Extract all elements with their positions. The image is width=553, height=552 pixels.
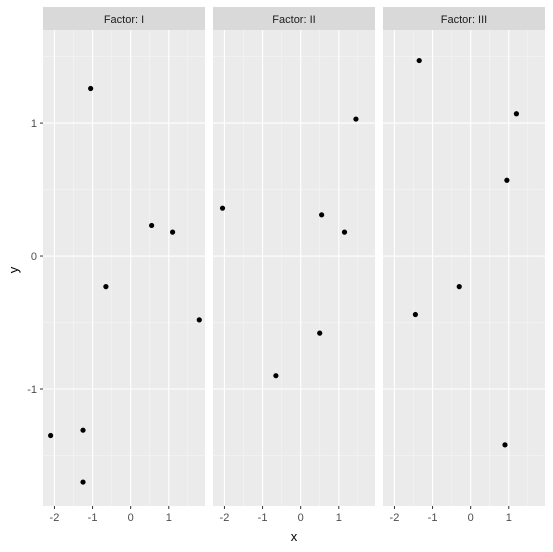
x-tick-label: 1	[506, 512, 512, 524]
data-point	[48, 432, 54, 439]
data-point	[504, 177, 510, 183]
data-point	[317, 330, 323, 336]
data-point	[353, 116, 359, 122]
data-point	[80, 479, 86, 485]
x-tick-label: -2	[390, 512, 400, 524]
data-point	[170, 229, 176, 235]
data-point	[103, 284, 109, 290]
x-tick-label: -1	[428, 512, 438, 524]
facet-strip	[43, 7, 205, 30]
data-point	[416, 57, 422, 64]
y-tick-label: 0	[31, 251, 37, 263]
facet-panel: Factor: II -2 -1 0 1	[213, 7, 375, 524]
y-axis-label: y	[6, 266, 21, 273]
panel-background	[213, 30, 375, 506]
panel-background	[383, 30, 545, 506]
data-point	[341, 229, 348, 235]
data-point	[273, 373, 279, 379]
x-tick-label: 0	[468, 512, 474, 524]
data-point	[80, 427, 86, 433]
facet-panel: Factor: I -2 -1 0 1	[43, 7, 205, 524]
y-tick-label: -1	[27, 384, 37, 396]
facet-strip-label: Factor: II	[272, 14, 315, 26]
x-tick-label: 0	[128, 512, 134, 524]
x-tick-label: -1	[88, 512, 98, 524]
data-point	[456, 284, 462, 290]
data-point	[88, 85, 94, 92]
facet-strip-label: Factor: I	[104, 14, 144, 26]
x-tick-label: 1	[166, 512, 172, 524]
data-point	[149, 222, 155, 229]
data-point	[412, 311, 418, 318]
data-point	[513, 111, 520, 117]
x-tick-label: -2	[220, 512, 230, 524]
facet-strip	[383, 7, 545, 30]
panel-background	[43, 30, 205, 506]
x-tick-label: 1	[336, 512, 342, 524]
x-axis-label: x	[291, 529, 298, 544]
facet-strip-label: Factor: III	[441, 14, 487, 26]
data-point	[502, 442, 508, 448]
y-tick-label: 1	[31, 118, 37, 130]
data-point	[319, 212, 325, 218]
data-point	[196, 317, 202, 323]
facet-panel: Factor: III -2 -1 0 1	[383, 7, 545, 524]
x-tick-label: -2	[50, 512, 60, 524]
x-tick-label: 0	[298, 512, 304, 524]
data-point	[219, 205, 226, 211]
y-axis: -1 0 1	[27, 118, 43, 396]
facet-strip	[213, 7, 375, 30]
x-tick-label: -1	[258, 512, 268, 524]
